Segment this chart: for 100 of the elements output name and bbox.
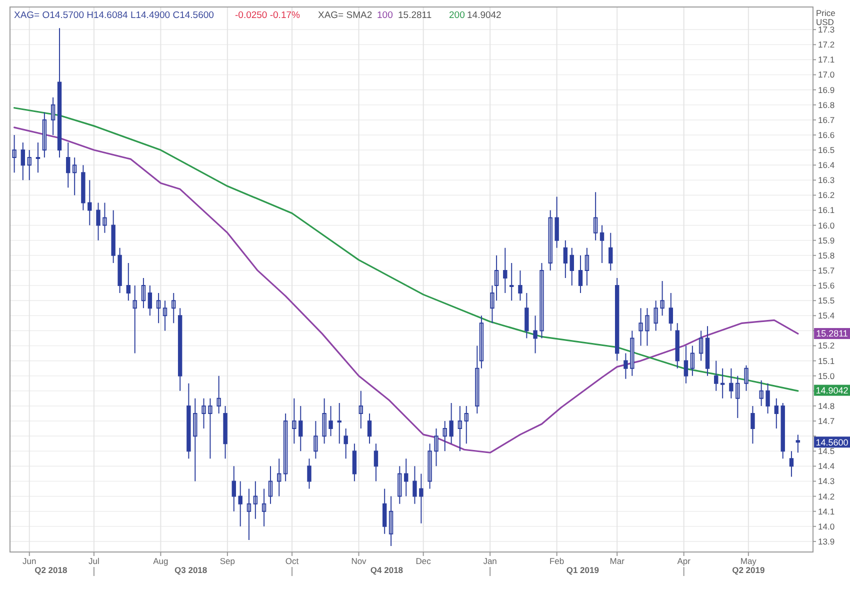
- candlestick: [42, 112, 47, 158]
- x2-tick-label: Q4 2018: [370, 565, 404, 575]
- candlestick: [563, 240, 568, 278]
- y-tick-label: 16.3: [818, 175, 835, 186]
- candlestick: [50, 96, 56, 136]
- candlestick: [72, 157, 77, 196]
- candlestick: [148, 285, 152, 316]
- candlestick: [111, 210, 116, 264]
- text: 100: [377, 10, 393, 21]
- y-tick-label: 15.0: [818, 370, 835, 381]
- candlestick: [358, 390, 364, 430]
- y-tick-label: 17.0: [818, 70, 835, 80]
- candlestick: [277, 458, 282, 497]
- candlestick: [570, 247, 574, 286]
- candlestick: [374, 443, 378, 482]
- y-tick-label: 15.4: [818, 310, 835, 321]
- line-series: [14, 126, 799, 454]
- candlestick: [81, 164, 86, 211]
- y-tick-label: 16.4: [818, 160, 835, 170]
- candlestick: [578, 254, 583, 294]
- y-tick-label: 17.1: [818, 54, 835, 65]
- candlestick: [600, 224, 604, 264]
- x2-tick-label: Q1 2019: [566, 565, 600, 575]
- candlestick: [223, 405, 228, 460]
- candlestick: [675, 322, 680, 369]
- x2-tick-label: Q3 2018: [174, 565, 208, 575]
- x-tick-label: Feb: [549, 556, 564, 566]
- candlestick: [307, 458, 312, 490]
- y-tick-label: 16.1: [818, 205, 835, 216]
- candlestick: [428, 443, 432, 490]
- candlestick: [533, 315, 538, 354]
- candlestick: [789, 450, 794, 478]
- candlestick: [202, 398, 206, 430]
- candlestick: [554, 196, 559, 248]
- candlestick: [518, 270, 522, 302]
- candlestick: [141, 277, 146, 309]
- candlestick: [132, 285, 137, 354]
- y-tick-label: 16.7: [818, 114, 835, 125]
- candlestick: [464, 405, 468, 444]
- candlestick: [645, 308, 650, 346]
- candlestick: [118, 247, 122, 294]
- candlestick: [193, 398, 198, 482]
- y-tick-label: 17.3: [818, 24, 835, 35]
- candlestick: [314, 420, 318, 460]
- candlestick: [12, 134, 16, 174]
- x-tick-label: Mar: [610, 556, 625, 566]
- candlestick: [367, 412, 372, 444]
- annotation: XAG= SMA2: [318, 10, 372, 21]
- candlestick: [344, 428, 348, 460]
- candlestick: [630, 330, 634, 376]
- candlestick: [253, 480, 258, 520]
- y-tick-label: 14.3: [818, 476, 835, 486]
- x-tick-label: Apr: [677, 556, 691, 566]
- x-tick-label: Dec: [416, 556, 432, 566]
- annotation: 15.2811: [816, 328, 848, 339]
- candlestick: [668, 292, 674, 332]
- candlestick: [608, 232, 613, 271]
- candlestick: [298, 405, 303, 452]
- candlestick: [96, 202, 100, 241]
- y-axis-title: Price USD: [816, 8, 836, 27]
- y-tick-label: 14.7: [818, 416, 835, 426]
- y-tick-label: 14.1: [818, 506, 835, 516]
- candlestick: [503, 247, 508, 294]
- y-tick-label: 16.8: [818, 100, 835, 110]
- candlestick: [388, 496, 394, 546]
- y-tick-label: 15.2: [818, 340, 835, 351]
- candlestick: [684, 345, 688, 384]
- y-tick-label: 17.2: [818, 40, 835, 50]
- candlestick: [178, 308, 182, 392]
- candlestick: [57, 28, 62, 158]
- annotation: 14.5600: [816, 437, 848, 448]
- x2-tick-label: Q2 2019: [732, 565, 765, 575]
- candlestick: [322, 398, 326, 444]
- x-tick-label: May: [740, 556, 758, 566]
- candlestick: [66, 142, 70, 188]
- candlestick: [268, 466, 273, 504]
- x-tick-label: Aug: [153, 556, 169, 566]
- candlestick: [660, 280, 664, 316]
- candlestick: [540, 262, 544, 339]
- candlestick: [458, 405, 462, 452]
- candlestick: [238, 480, 242, 527]
- x-tick-label: Jan: [483, 556, 498, 566]
- y-tick-label: 14.0: [818, 521, 835, 532]
- candlestick: [729, 368, 734, 399]
- text: 200: [449, 10, 465, 21]
- candlestick: [412, 466, 417, 504]
- candlestick: [216, 375, 221, 414]
- candlestick: [246, 488, 252, 540]
- candlestick: [584, 247, 590, 286]
- candlestick: [442, 420, 447, 452]
- candlestick: [638, 308, 643, 346]
- candlestick: [352, 443, 357, 482]
- x-tick-label: Nov: [351, 556, 368, 566]
- candlestick: [720, 368, 725, 399]
- candlestick: [404, 458, 408, 497]
- candlestick: [766, 382, 770, 414]
- candlestick: [232, 466, 236, 512]
- y-tick-label: 15.8: [818, 250, 835, 260]
- annotation: 14.9042: [467, 10, 502, 21]
- candlestick: [510, 262, 514, 302]
